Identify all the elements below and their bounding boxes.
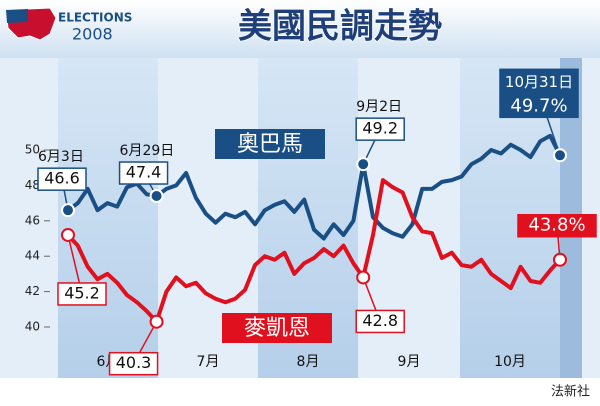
- logo-line1: ELECTIONS: [58, 11, 132, 25]
- data-label: 40.3: [116, 353, 152, 372]
- data-label: 45.2: [64, 283, 100, 302]
- y-tick-label: 42: [25, 284, 40, 298]
- data-label: 49.7%: [510, 95, 567, 116]
- data-label: 47.4: [126, 163, 162, 182]
- callout-date: 10月31日: [505, 73, 573, 91]
- header-band: [0, 0, 600, 58]
- callout-box: [57, 282, 107, 306]
- callout-date: 6月29日: [120, 143, 175, 159]
- logo-map-stars: [6, 9, 28, 23]
- callout-box: [108, 351, 159, 376]
- data-label: 46.6: [44, 169, 80, 188]
- logo-line2: 2008: [72, 25, 113, 44]
- y-tick-label: 40: [25, 320, 40, 334]
- data-label: 49.2: [362, 119, 398, 138]
- point-marker: [149, 314, 164, 329]
- callout-box: [355, 117, 405, 141]
- legend-box: [222, 313, 332, 343]
- callout-box: [517, 213, 597, 238]
- source: 法新社: [551, 384, 590, 400]
- point-marker: [553, 252, 567, 267]
- x-tick-label: 7月: [197, 354, 220, 370]
- point-marker: [149, 189, 164, 204]
- point-marker: [553, 148, 567, 163]
- callout-date: 6月3日: [38, 149, 84, 165]
- x-tick-label: 10月: [494, 354, 526, 370]
- month-band: [58, 58, 158, 378]
- legend-box: [215, 129, 325, 159]
- callout-box: [37, 167, 87, 191]
- x-tick-label: 8月: [297, 354, 320, 370]
- point-marker: [356, 270, 371, 285]
- point-marker: [61, 203, 75, 218]
- series-line: [66, 178, 562, 324]
- point-marker: [61, 227, 75, 242]
- x-tick-label: 9月: [398, 354, 421, 370]
- callout-date: 9月2日: [356, 99, 402, 115]
- legend-label: 麥凱恩: [244, 316, 310, 341]
- y-tick-label: 48: [25, 178, 40, 192]
- point-marker: [356, 157, 371, 172]
- y-tick-label: 46: [25, 213, 40, 227]
- data-label: 42.8: [362, 311, 398, 330]
- y-tick-label: 44: [25, 249, 40, 263]
- y-tick-label: 50: [25, 143, 40, 157]
- legend-label: 奧巴馬: [237, 132, 303, 157]
- callout-box: [499, 68, 579, 119]
- chart-title: 美國民調走勢: [238, 7, 442, 47]
- callout-box: [118, 161, 169, 185]
- data-label: 43.8%: [528, 215, 585, 236]
- callout-box: [355, 309, 405, 334]
